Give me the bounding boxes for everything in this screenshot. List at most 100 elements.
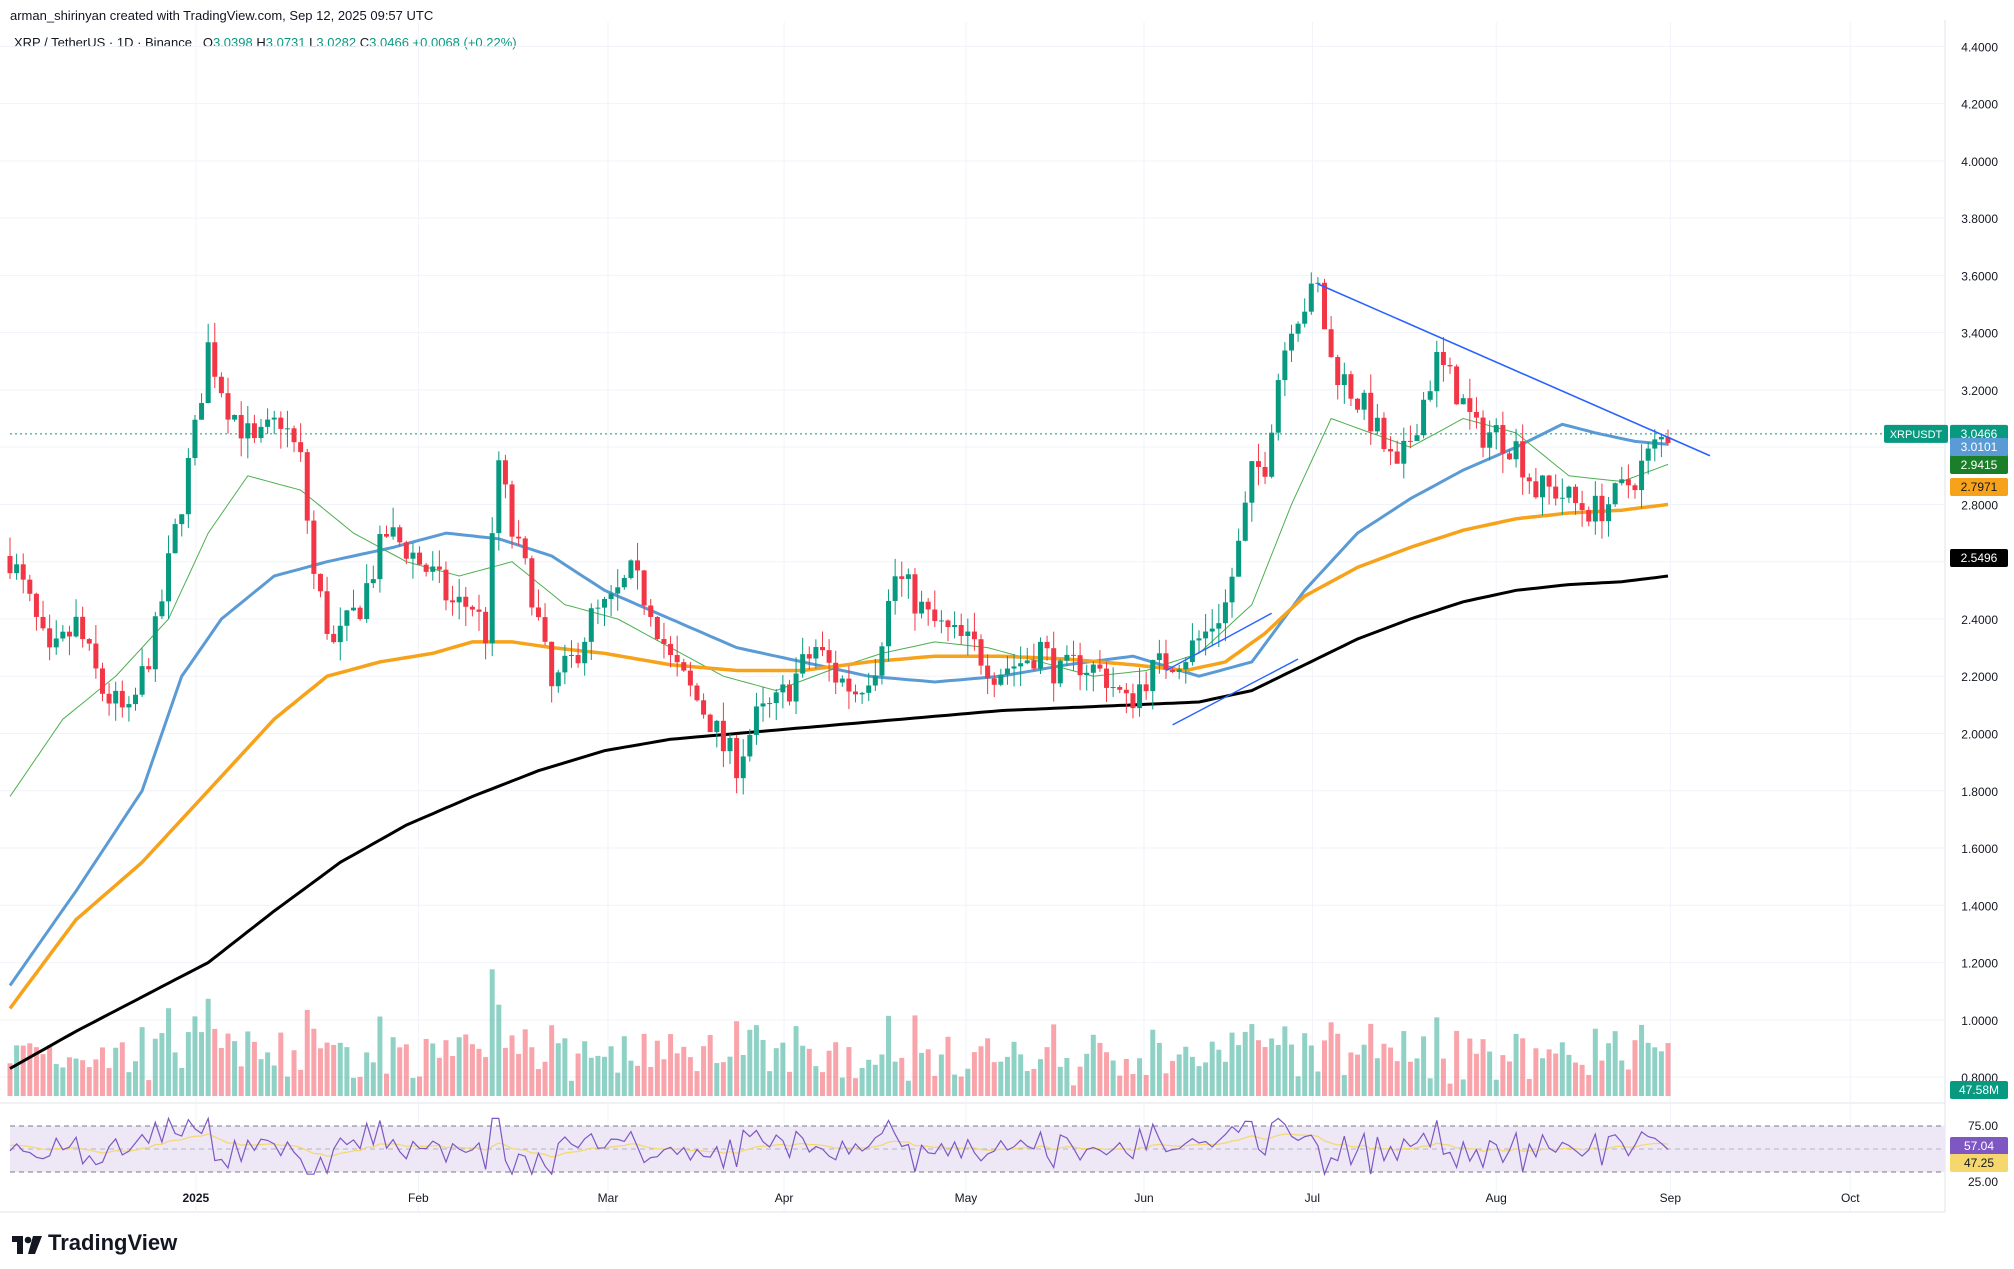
price-tick-label: 4.4000 [1961, 40, 1998, 54]
candle [304, 448, 310, 534]
candle-body [1533, 481, 1539, 498]
candle [1440, 337, 1446, 382]
volume-bar [826, 1050, 832, 1096]
volume-bar [1209, 1041, 1215, 1096]
candle [919, 590, 925, 619]
candle [1288, 324, 1294, 362]
candle [509, 480, 515, 549]
volume-bar [80, 1060, 86, 1096]
volume-bar [819, 1072, 825, 1096]
volume-bar [1374, 1058, 1380, 1096]
price-tick-label: 4.0000 [1961, 155, 1998, 169]
volume-bar [1097, 1042, 1103, 1096]
volume-bar [654, 1040, 660, 1096]
candle [179, 514, 185, 537]
candle [628, 559, 634, 580]
candle [615, 569, 621, 611]
candle [1539, 475, 1545, 516]
volume-bar [621, 1036, 627, 1096]
volume-bar [33, 1047, 39, 1096]
candle [522, 536, 528, 565]
volume-bars [7, 969, 1671, 1096]
candle-body [456, 596, 462, 603]
candlesticks[interactable] [7, 272, 1671, 795]
candle [1447, 357, 1453, 374]
volume-bar [978, 1046, 984, 1096]
candle-body [357, 607, 363, 620]
candle [1057, 659, 1063, 688]
candle-body [1368, 392, 1374, 432]
candle [33, 592, 39, 631]
time-tick-label: Jun [1134, 1191, 1153, 1205]
candle-body [364, 583, 370, 620]
candle-body [588, 608, 594, 642]
candle [853, 684, 859, 703]
volume-bar [588, 1057, 594, 1096]
candle-body [1407, 440, 1413, 442]
candle [476, 594, 482, 631]
candle-body [978, 639, 984, 666]
candle [1632, 483, 1638, 499]
candle [952, 611, 958, 639]
rsi-pane[interactable] [9, 1116, 1945, 1177]
candle-body [344, 610, 350, 626]
volume-bar [1606, 1043, 1612, 1096]
candle [1209, 609, 1215, 647]
candle-body [919, 601, 925, 614]
volume-bar [912, 1015, 918, 1096]
volume-bar [423, 1038, 429, 1096]
volume-bar [859, 1067, 865, 1096]
tradingview-logo[interactable]: TradingView [12, 1230, 177, 1256]
candle [1434, 340, 1440, 408]
time-axis[interactable]: 2025 Feb Mar Apr May Jun Jul Aug Sep Oct [183, 1191, 1861, 1205]
candle-body [1454, 366, 1460, 405]
rsi-tick-label: 25.00 [1968, 1175, 1998, 1189]
volume-bar [476, 1048, 482, 1096]
time-tick-label: 2025 [183, 1191, 210, 1205]
volume-bar [786, 1071, 792, 1096]
volume-bar [324, 1042, 330, 1096]
volume-bar [952, 1074, 958, 1096]
candle-body [635, 560, 641, 571]
candle-body [1348, 374, 1354, 399]
creator-caption: arman_shirinyan created with TradingView… [10, 8, 434, 23]
volume-bar [1447, 1083, 1453, 1096]
candle [410, 542, 416, 579]
candle-body [1004, 668, 1010, 675]
candle-body [73, 616, 79, 637]
candle [813, 639, 819, 669]
candle-body [1401, 440, 1407, 464]
candle [1513, 428, 1519, 468]
low-label: L [309, 35, 317, 50]
candle-body [1163, 653, 1169, 670]
volume-bar [251, 1041, 257, 1096]
candle-body [166, 553, 172, 602]
candle [932, 590, 938, 628]
volume-bar [595, 1055, 601, 1096]
candle-body [1394, 451, 1400, 464]
volume-bar [562, 1038, 568, 1096]
candle-body [819, 646, 825, 651]
candle-body [826, 650, 832, 663]
candle [905, 568, 911, 599]
volume-bar [1658, 1051, 1664, 1096]
volume-bar [344, 1047, 350, 1096]
candle [397, 524, 403, 547]
candle-body [1018, 663, 1024, 667]
candle-body [311, 520, 317, 574]
volume-bar [998, 1061, 1004, 1096]
candle [661, 622, 667, 659]
candle-body [747, 734, 753, 757]
price-tick-label: 1.4000 [1961, 899, 1998, 913]
trendlines[interactable] [1165, 283, 1711, 726]
volume-bar [1546, 1049, 1552, 1096]
candle-body [1606, 504, 1612, 522]
candle-body [1097, 664, 1103, 669]
candle-body [1137, 684, 1143, 709]
candle-body [1222, 602, 1228, 624]
candle-body [1117, 687, 1123, 690]
price-tick-label: 1.2000 [1961, 957, 1998, 971]
price-axis[interactable]: 4.4000 4.2000 4.0000 3.8000 3.6000 3.4000 3.20… [1961, 40, 1998, 1189]
price-tick-label: 1.6000 [1961, 842, 1998, 856]
